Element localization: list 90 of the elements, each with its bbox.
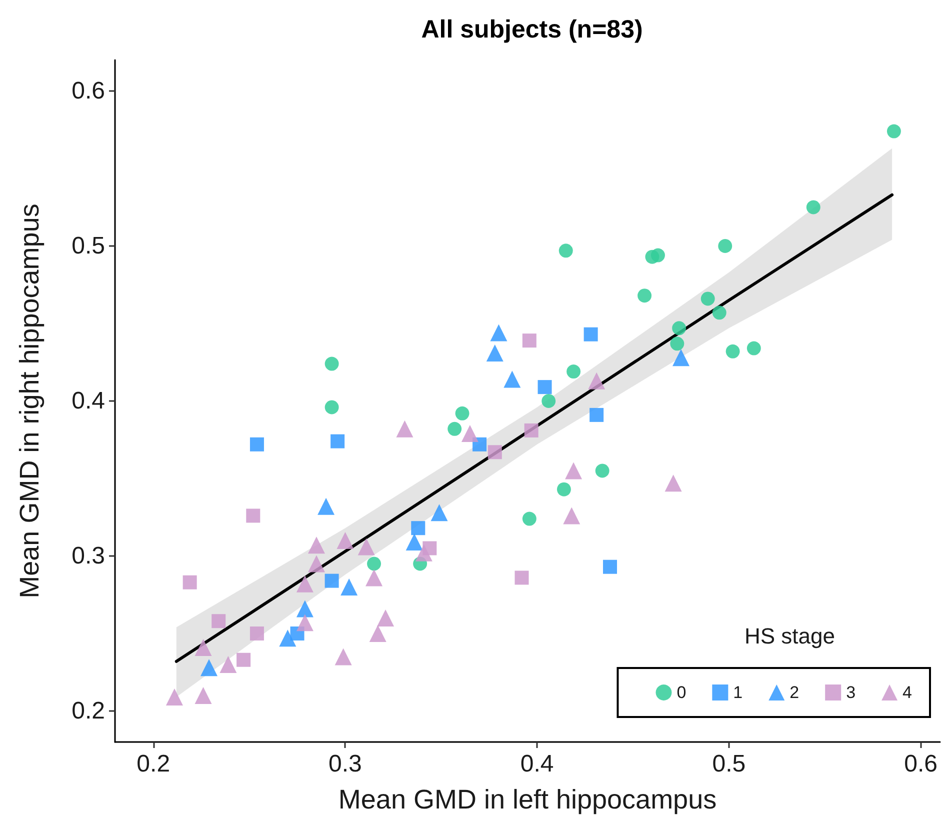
point <box>415 544 432 562</box>
point <box>406 534 423 551</box>
point <box>358 538 375 556</box>
y-axis-title: Mean GMD in right hippocampus <box>14 204 44 598</box>
point <box>250 437 264 452</box>
point <box>461 425 478 442</box>
point <box>246 508 260 523</box>
point <box>220 656 237 673</box>
point <box>324 400 339 414</box>
point <box>396 420 414 438</box>
point <box>504 370 521 388</box>
point <box>718 239 732 253</box>
point <box>340 578 358 596</box>
x-tick-label: 0.6 <box>904 750 938 778</box>
point <box>318 498 335 515</box>
point <box>664 474 682 492</box>
point <box>166 688 183 706</box>
point <box>200 659 218 676</box>
point <box>524 423 538 438</box>
point <box>670 336 684 351</box>
point <box>563 507 580 524</box>
point <box>566 364 581 379</box>
point <box>700 292 715 306</box>
point <box>486 344 504 362</box>
point <box>538 380 552 394</box>
point <box>308 536 325 554</box>
legend-label: 1 <box>733 683 743 702</box>
x-tick-label: 0.3 <box>328 750 362 778</box>
point <box>194 687 212 704</box>
point <box>650 248 665 262</box>
y-tick-label: 0.6 <box>72 78 105 104</box>
point <box>377 610 394 626</box>
point <box>308 555 325 572</box>
legend-label: 0 <box>676 683 686 702</box>
point <box>726 344 740 358</box>
point <box>514 570 529 585</box>
point <box>455 406 470 420</box>
point <box>250 626 264 640</box>
point <box>672 321 686 336</box>
y-tick-label: 0.4 <box>72 388 105 414</box>
point <box>565 462 582 480</box>
point <box>296 575 314 592</box>
point <box>746 341 761 356</box>
point <box>330 434 345 448</box>
point <box>367 556 382 571</box>
point <box>448 422 462 436</box>
point <box>522 512 536 526</box>
point <box>556 482 571 496</box>
point <box>886 124 901 138</box>
point <box>236 652 251 667</box>
point <box>522 334 536 348</box>
point <box>638 288 652 303</box>
legend-label: 4 <box>902 683 912 702</box>
point <box>296 614 314 632</box>
point <box>672 349 690 366</box>
x-tick-label: 0.5 <box>712 750 746 778</box>
x-tick-label: 0.4 <box>520 750 554 778</box>
point <box>430 504 448 522</box>
point <box>334 648 352 666</box>
point <box>595 464 610 478</box>
point <box>588 372 606 390</box>
point <box>488 445 502 460</box>
point <box>490 324 508 342</box>
x-tick-label: 0.2 <box>136 750 170 778</box>
point <box>806 200 820 214</box>
point <box>584 327 598 342</box>
point <box>542 394 556 408</box>
legend-title: HS stage <box>744 624 836 648</box>
point <box>194 638 212 656</box>
point <box>324 356 339 371</box>
point <box>369 625 386 642</box>
y-tick-label: 0.2 <box>72 698 105 724</box>
point <box>212 614 226 628</box>
point <box>182 575 197 590</box>
point <box>336 532 354 549</box>
point <box>411 521 426 536</box>
point <box>279 630 296 647</box>
y-tick-label: 0.5 <box>72 232 105 260</box>
legend-label: 2 <box>790 683 800 702</box>
point <box>712 306 726 320</box>
legend-label: 3 <box>846 683 856 702</box>
point <box>366 569 383 586</box>
point <box>558 244 573 258</box>
point <box>590 408 604 422</box>
point <box>324 574 339 588</box>
point <box>296 600 314 618</box>
point <box>603 560 617 574</box>
chart-title: All subjects (n=83) <box>421 16 643 44</box>
y-tick-label: 0.3 <box>72 542 105 570</box>
x-axis-title: Mean GMD in left hippocampus <box>338 784 717 814</box>
